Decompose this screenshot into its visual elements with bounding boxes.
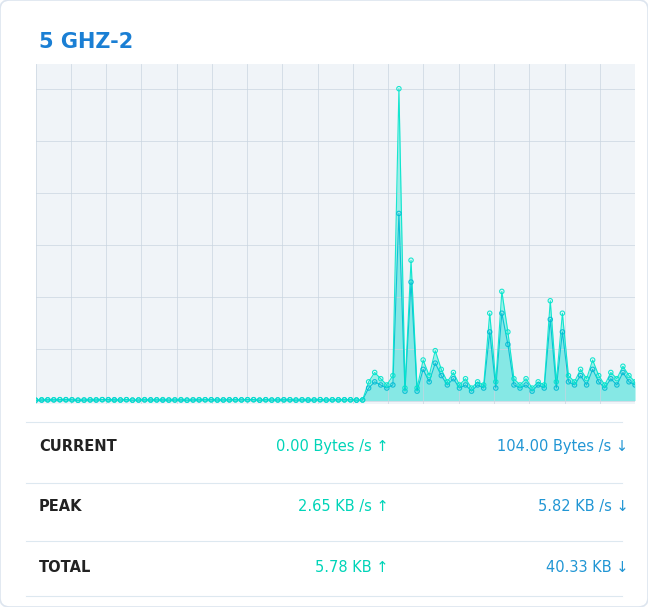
Point	[67, 395, 77, 405]
Point	[73, 395, 83, 405]
Text: 40.33 KB ↓: 40.33 KB ↓	[546, 560, 629, 575]
Point	[30, 395, 41, 405]
Point	[424, 371, 434, 381]
Point	[588, 364, 598, 374]
Point	[182, 395, 192, 405]
Point	[557, 308, 568, 318]
Point	[109, 395, 119, 405]
Point	[400, 386, 410, 396]
Point	[61, 395, 71, 404]
Point	[527, 386, 537, 396]
Point	[364, 377, 374, 387]
Point	[133, 395, 144, 405]
Point	[345, 395, 356, 405]
Point	[230, 395, 240, 404]
Point	[36, 395, 47, 405]
Text: CURRENT: CURRENT	[39, 439, 117, 453]
Point	[91, 395, 101, 405]
Point	[327, 395, 338, 405]
Point	[570, 380, 580, 390]
Point	[472, 380, 483, 390]
Point	[496, 287, 507, 296]
Point	[139, 395, 150, 404]
Point	[54, 395, 65, 405]
Point	[551, 377, 562, 387]
Point	[358, 395, 368, 405]
Point	[388, 371, 398, 381]
Point	[255, 395, 265, 405]
Point	[345, 395, 356, 405]
Point	[333, 395, 343, 405]
Point	[297, 395, 307, 405]
Point	[436, 364, 446, 374]
Point	[491, 383, 501, 393]
Point	[594, 371, 604, 381]
Point	[188, 395, 198, 405]
Point	[49, 395, 59, 405]
Point	[478, 383, 489, 393]
Point	[115, 395, 126, 405]
Point	[624, 371, 634, 381]
Point	[376, 374, 386, 384]
Point	[237, 395, 247, 405]
Point	[575, 371, 586, 381]
Point	[467, 383, 477, 393]
Point	[430, 346, 441, 356]
Point	[230, 395, 240, 405]
Point	[599, 383, 610, 393]
Point	[503, 327, 513, 337]
Point	[152, 395, 162, 405]
Point	[212, 395, 222, 405]
Text: TOTAL: TOTAL	[39, 560, 91, 575]
Point	[315, 395, 325, 405]
Point	[448, 374, 459, 384]
Point	[97, 395, 108, 405]
Point	[242, 395, 253, 405]
Point	[563, 377, 573, 387]
Point	[224, 395, 235, 405]
Point	[382, 380, 392, 390]
Point	[91, 395, 101, 405]
Point	[496, 308, 507, 318]
Point	[394, 209, 404, 219]
Point	[364, 383, 374, 393]
Point	[79, 395, 89, 405]
Point	[618, 361, 628, 371]
Point	[255, 395, 265, 405]
Point	[170, 395, 180, 405]
Point	[424, 377, 434, 387]
Point	[321, 395, 331, 405]
Point	[260, 395, 271, 405]
Point	[630, 380, 640, 390]
Point	[563, 371, 573, 381]
Point	[533, 377, 544, 387]
Point	[599, 380, 610, 390]
Point	[224, 395, 235, 405]
Point	[315, 395, 325, 404]
Point	[85, 395, 95, 405]
Point	[388, 380, 398, 390]
Point	[133, 395, 144, 405]
Point	[157, 395, 168, 405]
Point	[376, 380, 386, 390]
Point	[369, 377, 380, 387]
Point	[533, 380, 544, 390]
Point	[30, 395, 41, 405]
Point	[606, 374, 616, 384]
Point	[164, 395, 174, 405]
Point	[503, 339, 513, 349]
Point	[284, 395, 295, 405]
Point	[43, 395, 53, 405]
Point	[279, 395, 289, 405]
Point	[85, 395, 95, 405]
Point	[303, 395, 313, 405]
Point	[146, 395, 156, 405]
Point	[478, 380, 489, 390]
Point	[521, 380, 531, 390]
Point	[448, 368, 459, 378]
Point	[291, 395, 301, 405]
Point	[521, 374, 531, 384]
Point	[260, 395, 271, 404]
Point	[182, 395, 192, 405]
